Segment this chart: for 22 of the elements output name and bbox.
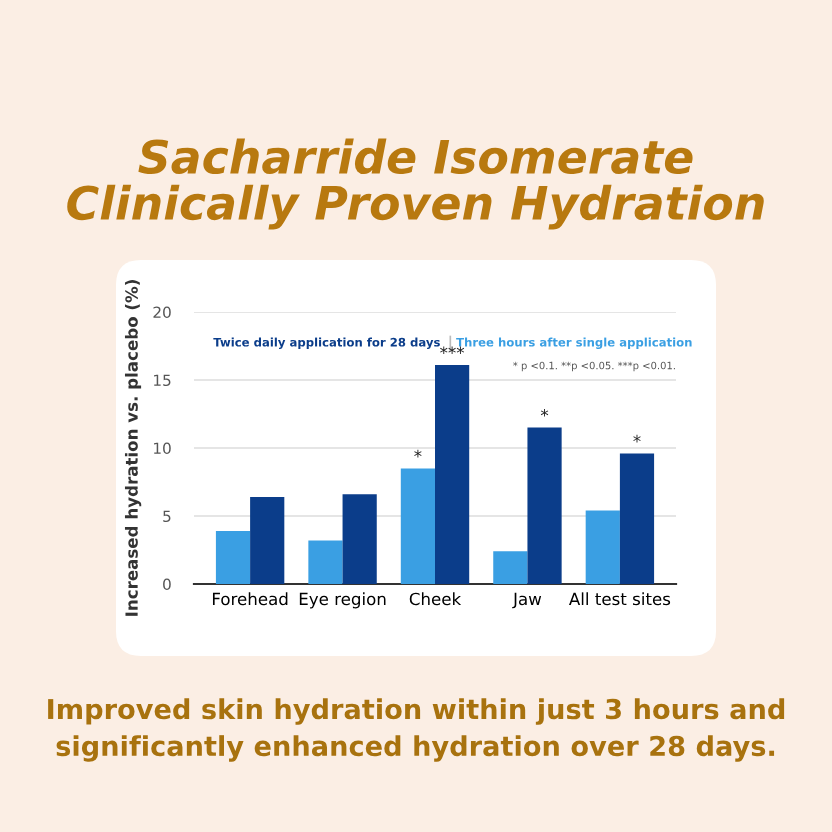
bar [527,427,562,584]
x-tick-label: Jaw [512,592,542,609]
bar [250,496,285,584]
annotation: * [633,434,641,443]
bar [619,453,655,584]
x-tick-label: Forehead [212,592,288,606]
x-tick-label: Cheek [409,592,462,606]
bar [308,540,343,584]
x-tick-label: Eye region [299,592,386,609]
bar [215,530,251,584]
bar [493,551,528,584]
annotation: * [540,408,549,417]
bar [400,468,435,584]
bar [435,365,470,584]
bar [585,510,620,584]
annotation: * [414,449,422,458]
x-tick-label: All test sites [568,592,671,606]
annotation: *** [440,346,465,355]
y-axis-title: Increased hydration vs. placebo (%) [124,280,142,616]
bar [342,494,377,584]
chart-title: Sacharride Isomerate Clinically Proven Hydration [67,138,764,230]
text: Improved skin hydration within just 3 hours and significantly enhanced hydration over 28 days. [48,698,785,762]
